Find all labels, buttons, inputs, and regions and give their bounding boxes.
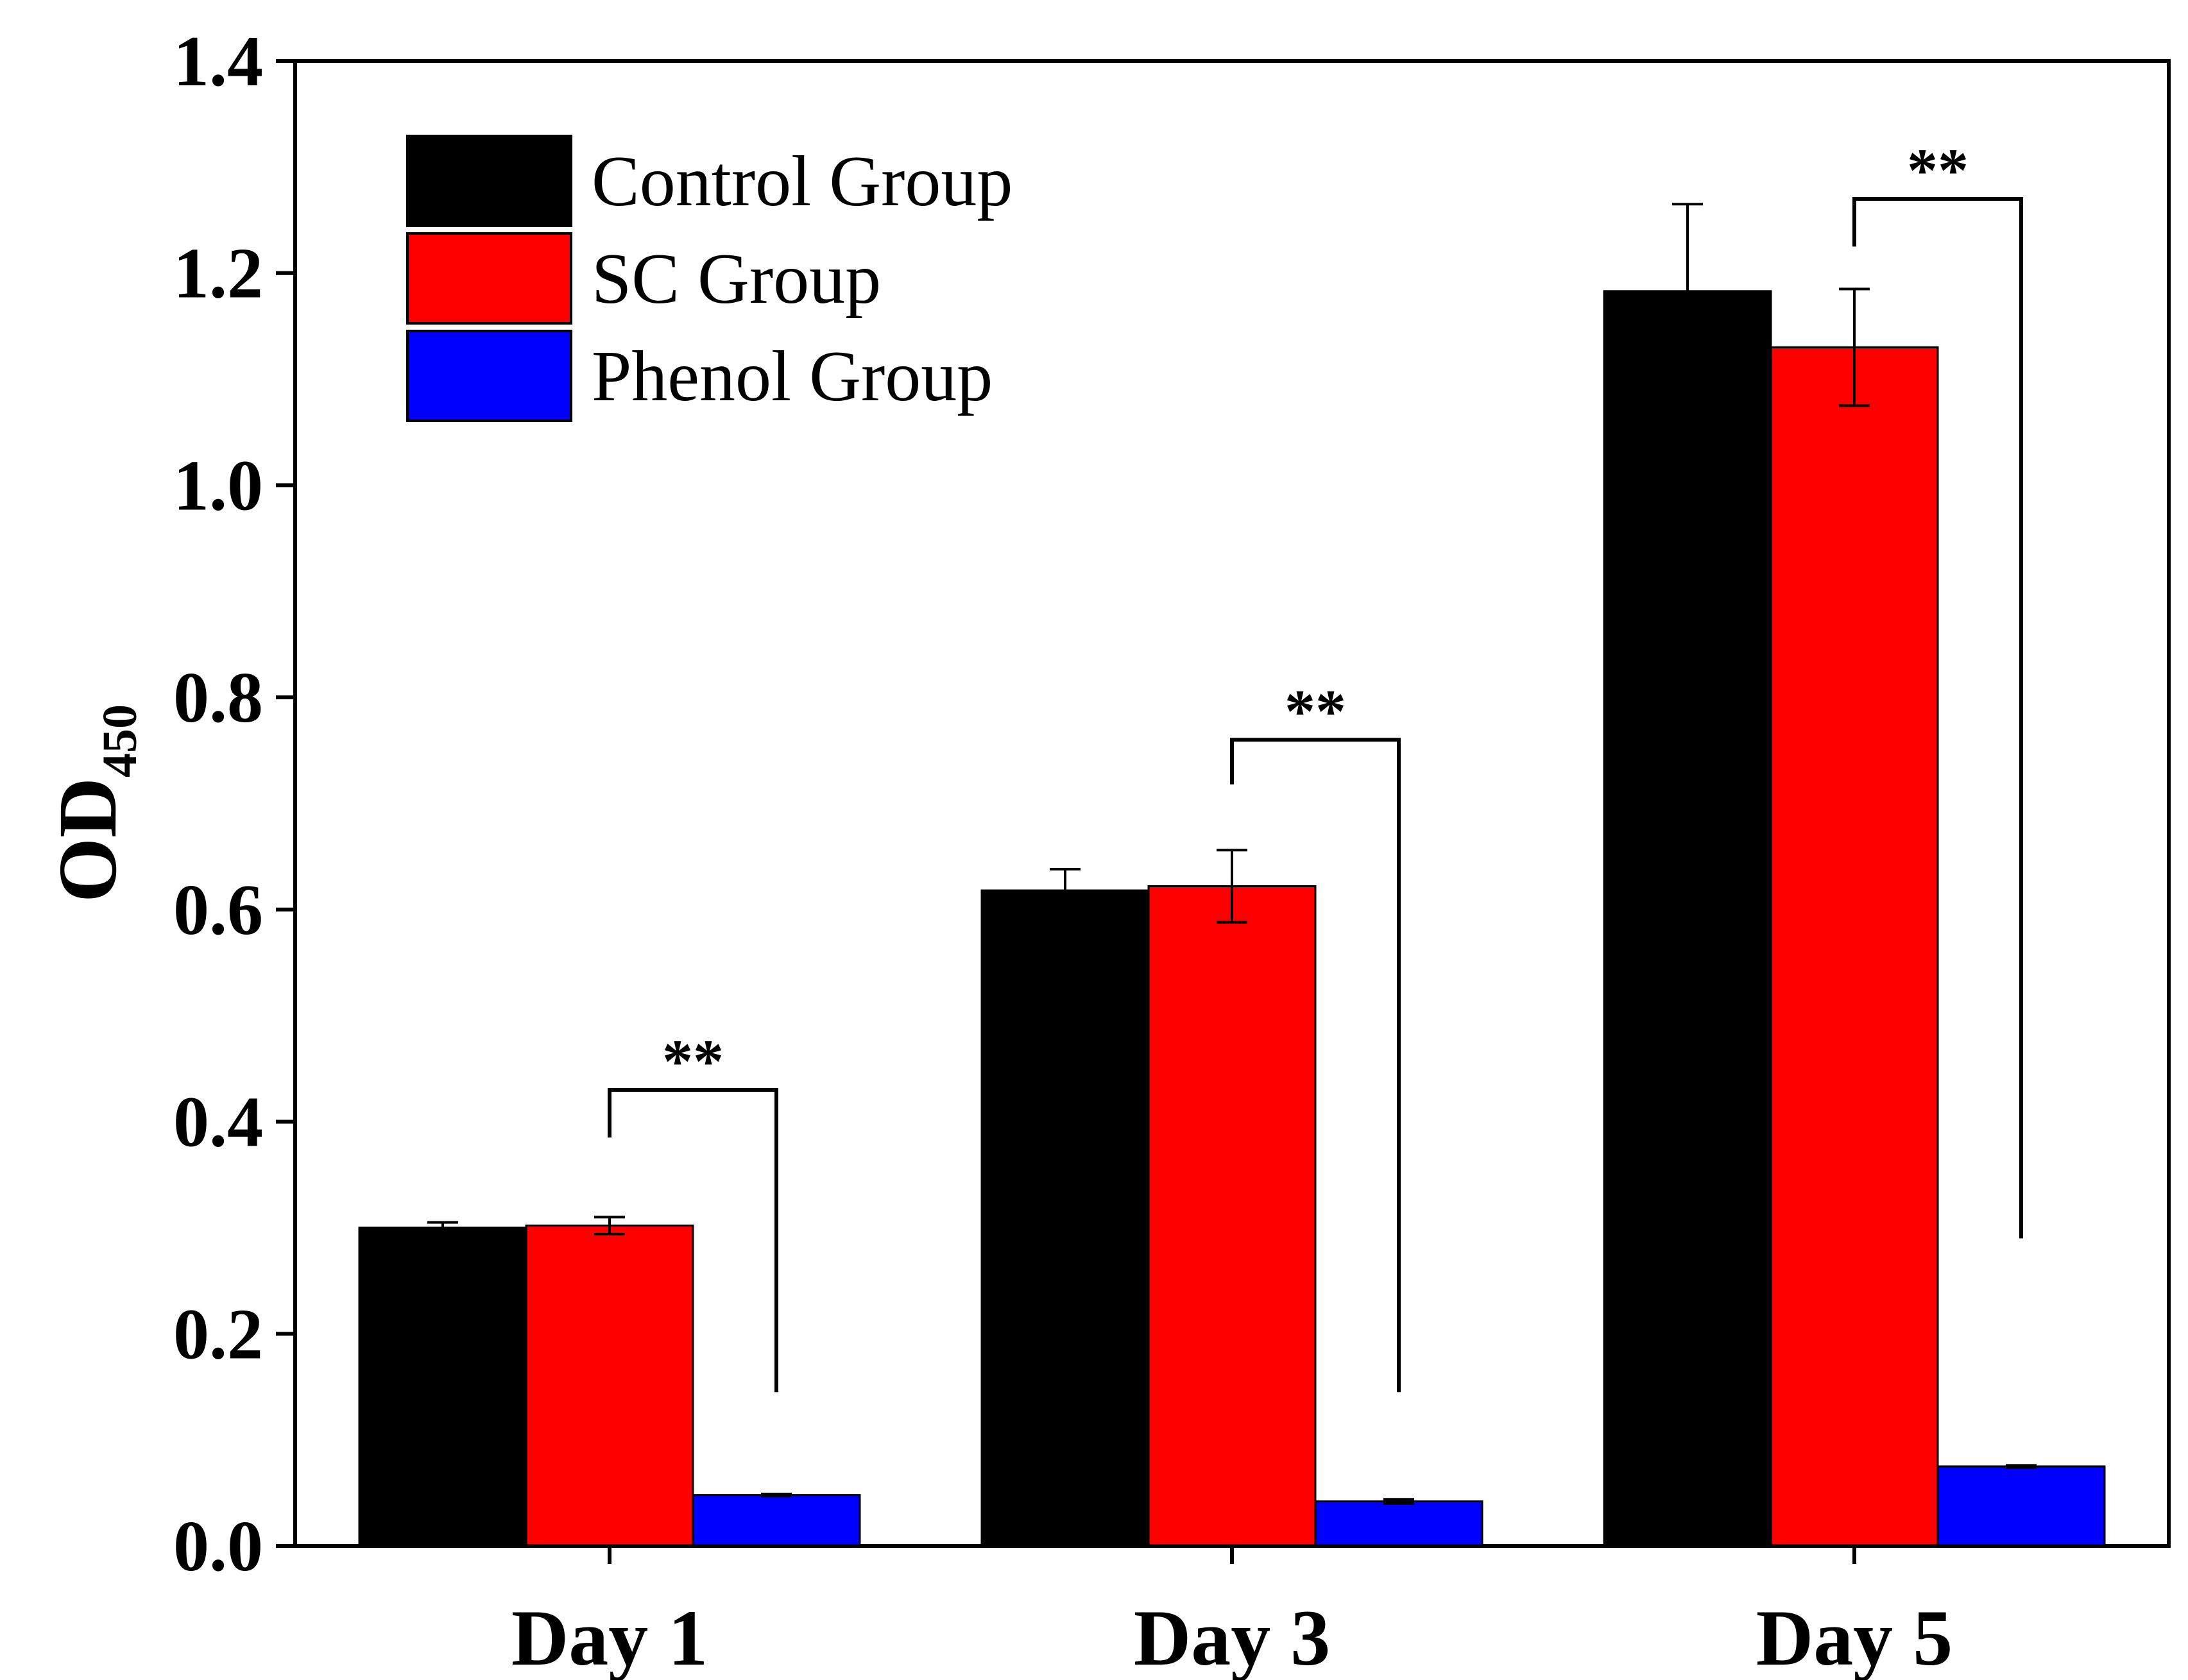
legend-swatch xyxy=(406,330,572,422)
y-axis-label: OD450 xyxy=(42,704,147,903)
x-tick-label: Day 3 xyxy=(1134,1594,1331,1680)
legend-swatch xyxy=(406,135,572,227)
bar xyxy=(1603,290,1772,1547)
x-axis: Day 1 Day 3 Day 5 xyxy=(511,1546,1953,1680)
significance-marker: ** xyxy=(662,1027,724,1096)
bar xyxy=(980,889,1150,1547)
legend-swatch xyxy=(406,232,572,325)
legend: Control Group SC Group Phenol Group xyxy=(406,135,1013,422)
y-tick-label: 0.0 xyxy=(173,1507,263,1586)
legend-label: Control Group xyxy=(592,142,1013,221)
bar xyxy=(1147,885,1317,1547)
legend-label: SC Group xyxy=(592,239,881,319)
bar xyxy=(358,1226,527,1547)
y-tick-label: 0.6 xyxy=(173,870,263,950)
bars-layer xyxy=(358,290,2106,1547)
significance-bracket xyxy=(608,1087,778,1393)
significance-layer: ** ** ** xyxy=(608,136,2023,1393)
legend-label: Phenol Group xyxy=(592,337,993,416)
bar xyxy=(1314,1500,1483,1547)
y-tick-label: 1.4 xyxy=(173,22,263,101)
bar xyxy=(1936,1465,2106,1547)
bar xyxy=(692,1494,861,1547)
y-tick-label: 0.4 xyxy=(173,1083,263,1162)
y-axis-label-subscript: 450 xyxy=(93,704,147,777)
significance-marker: ** xyxy=(1907,136,1969,205)
y-tick-label: 1.0 xyxy=(173,446,263,525)
x-tick-label: Day 1 xyxy=(511,1594,708,1680)
significance-bracket xyxy=(1852,196,2023,1239)
bar xyxy=(525,1225,694,1547)
y-axis: 0.0 0.2 0.4 0.6 0.8 1.0 1.2 1.4 xyxy=(173,22,295,1586)
x-tick-label: Day 5 xyxy=(1756,1594,1953,1680)
error-bars-layer xyxy=(427,203,2037,1505)
y-tick-label: 0.8 xyxy=(173,658,263,738)
significance-marker: ** xyxy=(1285,677,1346,745)
y-tick-label: 0.2 xyxy=(173,1294,263,1374)
bar xyxy=(1770,346,1939,1547)
y-axis-label-main: OD xyxy=(42,777,134,903)
significance-bracket xyxy=(1230,738,1401,1393)
y-tick-label: 1.2 xyxy=(173,234,263,314)
